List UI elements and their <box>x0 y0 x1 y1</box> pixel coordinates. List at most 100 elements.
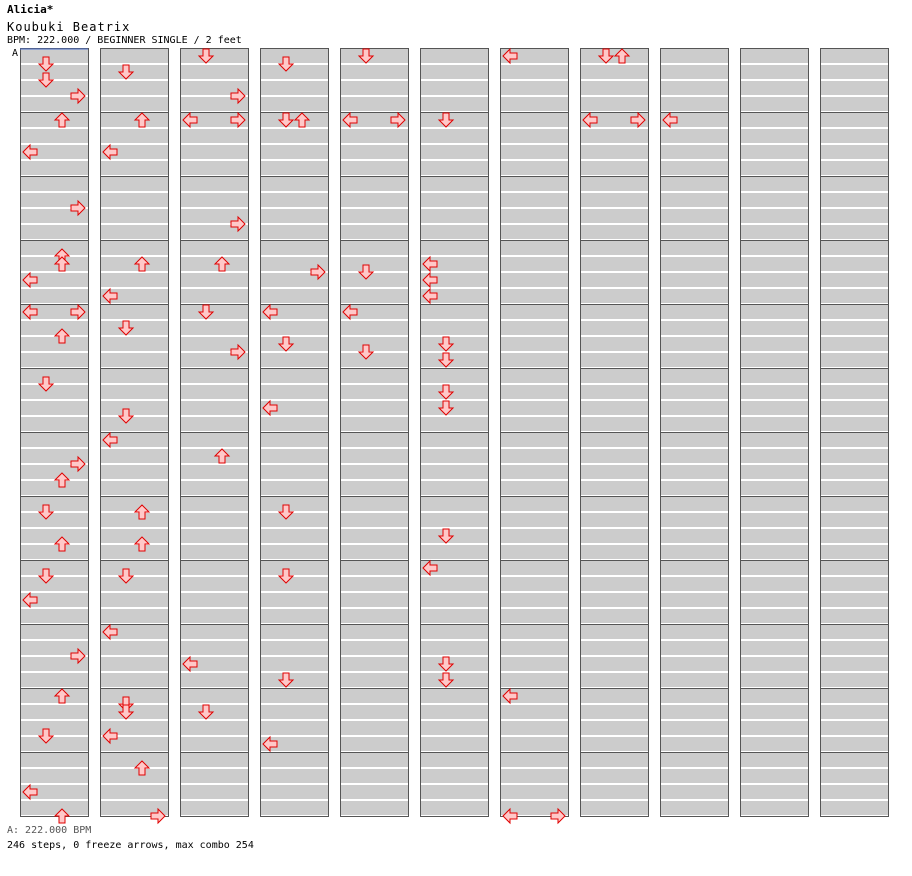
up-arrow-icon <box>53 328 71 344</box>
beat-stripe <box>740 49 808 63</box>
beat-stripe <box>580 65 648 79</box>
up-arrow-icon <box>53 688 71 704</box>
beat-stripe <box>20 641 88 655</box>
beat-stripe <box>180 529 248 543</box>
beat-stripe <box>820 785 888 799</box>
beat-stripe <box>260 497 328 511</box>
beat-stripe <box>740 65 808 79</box>
beat-stripe <box>100 801 168 815</box>
beat-stripe <box>260 641 328 655</box>
beat-stripe <box>420 177 488 191</box>
beat-stripe <box>740 657 808 671</box>
beat-stripe <box>260 609 328 623</box>
beat-stripe <box>740 81 808 95</box>
beat-stripe <box>340 593 408 607</box>
beat-stripe <box>260 145 328 159</box>
beat-stripe <box>660 449 728 463</box>
beat-stripe <box>180 385 248 399</box>
beat-stripe <box>420 593 488 607</box>
beat-stripe <box>660 385 728 399</box>
beat-stripe <box>420 401 488 415</box>
beat-stripe <box>660 337 728 351</box>
beat-stripe <box>820 65 888 79</box>
down-arrow-icon <box>437 656 455 672</box>
song-title: Koubuki Beatrix <box>7 20 131 34</box>
beat-stripe <box>580 289 648 303</box>
beat-stripe <box>100 705 168 719</box>
beat-stripe <box>180 449 248 463</box>
beat-stripe <box>580 97 648 111</box>
beat-stripe <box>180 225 248 239</box>
beat-stripe <box>100 657 168 671</box>
beat-stripe <box>100 577 168 591</box>
beat-stripe <box>180 561 248 575</box>
beat-stripe <box>820 673 888 687</box>
beat-stripe <box>180 273 248 287</box>
left-arrow-icon <box>502 687 518 705</box>
beat-stripe <box>340 433 408 447</box>
beat-stripe <box>420 241 488 255</box>
beat-stripe <box>740 737 808 751</box>
beat-stripe <box>100 97 168 111</box>
beat-stripe <box>660 289 728 303</box>
beat-stripe <box>580 369 648 383</box>
beat-stripe <box>260 177 328 191</box>
up-arrow-icon <box>53 112 71 128</box>
beat-stripe <box>180 689 248 703</box>
beat-stripe <box>580 705 648 719</box>
beat-stripe <box>100 561 168 575</box>
beat-stripe <box>740 465 808 479</box>
beat-stripe <box>420 673 488 687</box>
beat-stripe <box>820 529 888 543</box>
beat-stripe <box>820 705 888 719</box>
beat-stripe <box>20 369 88 383</box>
beat-stripe <box>260 705 328 719</box>
beat-stripe <box>340 641 408 655</box>
left-arrow-icon <box>342 111 358 129</box>
beat-stripe <box>660 81 728 95</box>
beat-stripe <box>500 257 568 271</box>
beat-stripe <box>500 209 568 223</box>
left-arrow-icon <box>422 255 438 273</box>
right-arrow-icon <box>550 807 566 825</box>
beat-stripe <box>260 561 328 575</box>
down-arrow-icon <box>437 400 455 416</box>
beat-stripe <box>580 497 648 511</box>
beat-stripe <box>660 257 728 271</box>
beat-stripe <box>580 417 648 431</box>
right-arrow-icon <box>70 87 86 105</box>
beat-stripe <box>100 321 168 335</box>
beat-stripe <box>740 209 808 223</box>
left-arrow-icon <box>422 287 438 305</box>
beat-stripe <box>500 433 568 447</box>
beat-stripe <box>820 113 888 127</box>
beat-stripe <box>20 385 88 399</box>
beat-stripe <box>340 337 408 351</box>
beat-stripe <box>820 129 888 143</box>
beat-stripe <box>500 385 568 399</box>
beat-stripe <box>580 209 648 223</box>
up-arrow-icon <box>213 256 231 272</box>
beat-stripe <box>260 321 328 335</box>
measure-frame <box>580 752 649 817</box>
beat-stripe <box>740 145 808 159</box>
beat-stripe <box>740 753 808 767</box>
beat-stripe <box>420 497 488 511</box>
beat-stripe <box>500 513 568 527</box>
beat-stripe <box>820 305 888 319</box>
beat-stripe <box>660 657 728 671</box>
beat-stripe <box>260 225 328 239</box>
beat-stripe <box>500 721 568 735</box>
beat-stripe <box>580 449 648 463</box>
beat-stripe <box>20 609 88 623</box>
beat-stripe <box>740 113 808 127</box>
beat-stripe <box>340 769 408 783</box>
beat-stripe <box>180 465 248 479</box>
beat-stripe <box>740 177 808 191</box>
beat-stripe <box>100 241 168 255</box>
beat-stripe <box>660 401 728 415</box>
down-arrow-icon <box>197 304 215 320</box>
beat-stripe <box>340 545 408 559</box>
beat-stripe <box>580 625 648 639</box>
beat-stripe <box>500 353 568 367</box>
